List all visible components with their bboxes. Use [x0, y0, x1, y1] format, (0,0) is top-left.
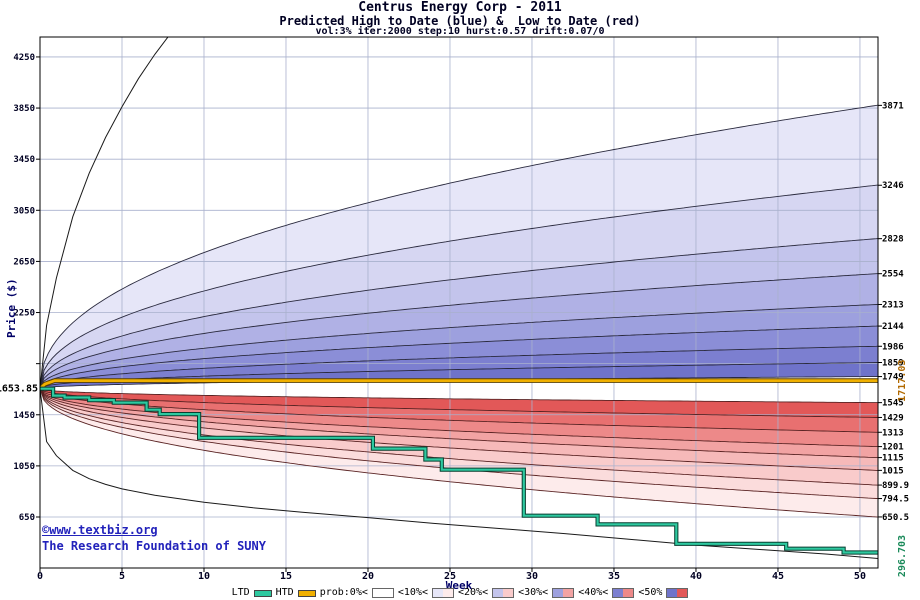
svg-text:20: 20	[362, 571, 374, 582]
start-price-label: 1653.85	[0, 384, 38, 395]
legend-swatch-red	[677, 589, 688, 597]
svg-text:10: 10	[198, 571, 210, 582]
svg-text:2144: 2144	[882, 322, 904, 332]
legend-swatch	[253, 589, 272, 597]
band-boundaries	[40, 37, 878, 559]
legend-swatch-red	[563, 589, 574, 597]
legend-swatch	[492, 588, 515, 598]
legend-swatch-blue	[493, 589, 504, 597]
svg-text:1115: 1115	[882, 454, 904, 464]
svg-text:650.5: 650.5	[882, 513, 909, 523]
svg-text:40: 40	[690, 571, 702, 582]
svg-text:50: 50	[854, 571, 866, 582]
probability-bands	[40, 105, 878, 518]
legend-label: <20%<	[457, 587, 489, 598]
svg-text:45: 45	[772, 571, 784, 582]
ltd-value-label: 296.703	[897, 535, 908, 577]
svg-text:1015: 1015	[882, 466, 904, 476]
svg-text:650: 650	[19, 513, 35, 523]
svg-text:1313: 1313	[882, 428, 904, 438]
htd-value-label: 1717.03	[897, 360, 908, 402]
svg-text:25: 25	[444, 571, 456, 582]
legend-swatch-blue	[667, 589, 678, 597]
svg-text:30: 30	[526, 571, 538, 582]
svg-text:5: 5	[119, 571, 125, 582]
legend-swatch	[666, 588, 689, 598]
legend-swatch-red	[503, 589, 514, 597]
svg-text:899.9: 899.9	[882, 481, 909, 491]
x-tick-labels: 0 5 10 15 20 25 30 35 40 45 50	[37, 568, 866, 582]
legend-swatch	[371, 588, 394, 598]
legend-label: <40%<	[578, 587, 609, 598]
legend-label: LTD	[231, 587, 250, 598]
svg-text:2650: 2650	[13, 257, 35, 267]
legend-swatch-red	[382, 589, 393, 597]
svg-text:0: 0	[37, 571, 43, 582]
svg-text:1050: 1050	[13, 462, 35, 472]
svg-text:3871: 3871	[882, 101, 904, 111]
htd-line	[40, 378, 878, 391]
legend-swatch-blue	[432, 589, 443, 597]
ltd-line	[40, 386, 878, 555]
svg-text:4250: 4250	[13, 53, 35, 63]
svg-text:1545: 1545	[882, 399, 904, 409]
legend-label: HTD	[275, 587, 294, 598]
svg-text:1986: 1986	[882, 342, 904, 352]
svg-text:35: 35	[608, 571, 620, 582]
svg-text:794.5: 794.5	[882, 495, 909, 505]
legend-swatch-red	[623, 589, 634, 597]
grid-lines	[40, 37, 878, 568]
legend-swatch	[552, 588, 575, 598]
svg-text:3246: 3246	[882, 181, 904, 191]
max-envelope-line	[40, 37, 169, 389]
svg-text:15: 15	[280, 571, 292, 582]
chart-title: Centrus Energy Corp - 2011	[358, 0, 562, 15]
svg-text:2250: 2250	[13, 309, 35, 319]
legend-swatch	[431, 588, 454, 598]
legend-label: <10%<	[397, 587, 428, 598]
legend-swatch-red	[442, 589, 453, 597]
svg-text:1201: 1201	[882, 443, 904, 453]
svg-text:3450: 3450	[13, 155, 35, 165]
svg-text:2554: 2554	[882, 270, 904, 280]
legend-swatch	[612, 588, 635, 598]
svg-text:1859: 1859	[882, 359, 904, 369]
watermark-url-link[interactable]: ©www.textbiz.org	[42, 523, 158, 537]
legend-swatch-blue	[613, 589, 624, 597]
simulation-params: vol:3% iter:2000 step:10 hurst:0.57 drif…	[315, 26, 605, 37]
svg-text:1429: 1429	[882, 413, 904, 423]
y-axis-label: Price ($)	[5, 278, 18, 338]
legend-label: <30%<	[518, 587, 549, 598]
legend-swatch-blue	[372, 589, 383, 597]
svg-text:1749: 1749	[882, 373, 904, 383]
svg-text:1450: 1450	[13, 411, 35, 421]
svg-text:3850: 3850	[13, 104, 35, 114]
legend-label: prob:0%<	[319, 587, 368, 598]
legend-swatch-blue	[553, 589, 564, 597]
y-tick-labels: 4250 3850 3450 3050 2650 2250 1450 1050 650	[13, 53, 40, 523]
watermark-org: The Research Foundation of SUNY	[42, 539, 266, 553]
axis-frame	[39, 36, 879, 569]
chart-subtitle: Predicted High to Date (blue) & Low to D…	[279, 14, 641, 28]
legend-swatch	[297, 589, 316, 597]
svg-text:2828: 2828	[882, 235, 904, 245]
chart-legend: LTD HTD prob:0%< <10%< <20%< <30%< <40%< <50%	[0, 588, 920, 598]
right-value-labels: 3871 3246 2828 2554 2313 2144 1986 1859 1749 1545…	[878, 101, 909, 523]
legend-label: <50%	[638, 587, 663, 598]
svg-text:3050: 3050	[13, 206, 35, 216]
svg-text:2313: 2313	[882, 300, 904, 310]
